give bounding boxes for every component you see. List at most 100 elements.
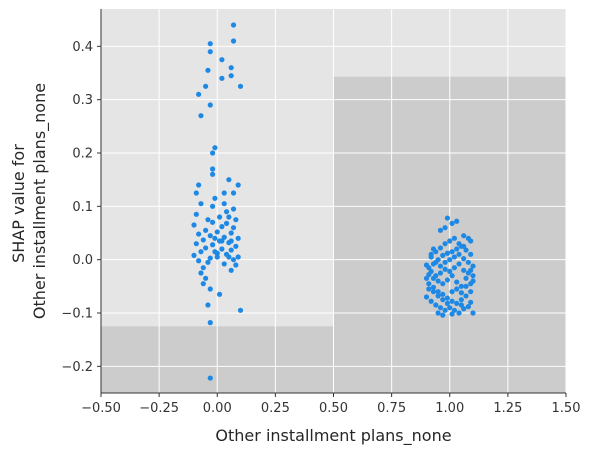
data-point (191, 222, 197, 228)
data-point (461, 306, 467, 312)
data-point (440, 312, 446, 318)
data-point (458, 302, 464, 308)
data-point (228, 230, 234, 236)
data-point (223, 209, 230, 215)
data-point (207, 49, 213, 55)
data-point (454, 246, 460, 252)
data-point (444, 250, 451, 256)
data-point (461, 256, 467, 262)
data-point (207, 375, 213, 381)
data-point (430, 284, 437, 290)
data-point (207, 233, 213, 239)
y-tick-label: 0.1 (72, 200, 93, 215)
x-tick-label: 0.75 (377, 401, 406, 416)
data-point (435, 293, 441, 299)
data-point (214, 229, 220, 235)
data-point (468, 299, 474, 305)
y-tick-label: 0.3 (72, 93, 93, 108)
data-point (210, 242, 216, 248)
data-point (196, 182, 202, 188)
data-point (458, 283, 464, 289)
data-point (219, 246, 225, 252)
data-point (468, 238, 474, 244)
data-point (423, 275, 430, 281)
data-point (230, 206, 237, 212)
data-point (226, 254, 232, 260)
data-point (456, 310, 462, 316)
data-point (430, 261, 437, 267)
data-point (465, 259, 471, 265)
data-point (230, 225, 237, 231)
data-point (428, 251, 434, 257)
data-point (454, 218, 460, 224)
data-point (203, 83, 209, 89)
data-point (212, 249, 218, 255)
data-point (451, 265, 457, 271)
data-point (198, 249, 204, 255)
y-axis-label-line-2: Other installment plans_none (30, 83, 50, 319)
x-tick-label: 0.00 (203, 401, 232, 416)
data-point (221, 261, 227, 267)
data-point (237, 307, 244, 313)
data-point (435, 289, 441, 295)
x-tick-label: −0.50 (81, 401, 121, 416)
data-point (210, 203, 216, 209)
data-point (219, 238, 225, 244)
data-point (449, 220, 455, 226)
data-point (221, 190, 227, 196)
y-tick-label: 0.2 (72, 147, 93, 162)
data-point (200, 281, 206, 287)
data-point (228, 238, 234, 244)
data-point (451, 235, 457, 241)
x-axis-ticks: −0.50 −0.25 0.00 0.25 0.50 0.75 1.00 1.25 1.50 (81, 393, 580, 416)
data-point (435, 278, 441, 284)
data-point (216, 214, 223, 220)
data-point (444, 300, 451, 306)
data-point (463, 293, 469, 299)
data-point (200, 265, 206, 271)
data-point (216, 291, 223, 297)
data-point (205, 67, 211, 73)
data-point (207, 255, 213, 261)
data-point (235, 235, 241, 241)
data-point (470, 263, 476, 269)
data-point (203, 275, 209, 281)
data-point (196, 258, 202, 264)
x-tick-label: 1.00 (435, 401, 464, 416)
data-points (191, 22, 476, 381)
data-point (230, 38, 237, 44)
data-point (198, 270, 204, 276)
x-tick-label: 0.25 (261, 401, 290, 416)
data-point (444, 215, 451, 221)
data-point (442, 241, 448, 247)
data-point (200, 237, 206, 243)
data-point (463, 283, 469, 289)
data-point (219, 224, 225, 230)
data-point (230, 190, 237, 196)
data-point (228, 247, 234, 253)
data-point (191, 252, 197, 258)
data-point (233, 243, 239, 249)
y-axis-label-line-1: SHAP value for (9, 144, 28, 263)
data-point (463, 247, 469, 253)
data-point (458, 297, 464, 303)
y-tick-label: −0.1 (61, 307, 93, 322)
data-point (228, 73, 234, 79)
data-point (221, 201, 227, 207)
y-tick-label: 0.4 (72, 40, 93, 55)
data-point (442, 225, 448, 231)
data-point (212, 195, 218, 201)
data-point (435, 257, 441, 263)
data-point (461, 233, 467, 239)
data-point (210, 166, 216, 172)
data-point (423, 294, 430, 300)
x-tick-label: 1.25 (493, 401, 522, 416)
data-point (205, 217, 211, 223)
data-point (428, 298, 434, 304)
data-point (223, 220, 230, 226)
data-point (451, 254, 457, 260)
data-point (470, 278, 476, 284)
data-point (451, 307, 457, 313)
data-point (458, 290, 464, 296)
